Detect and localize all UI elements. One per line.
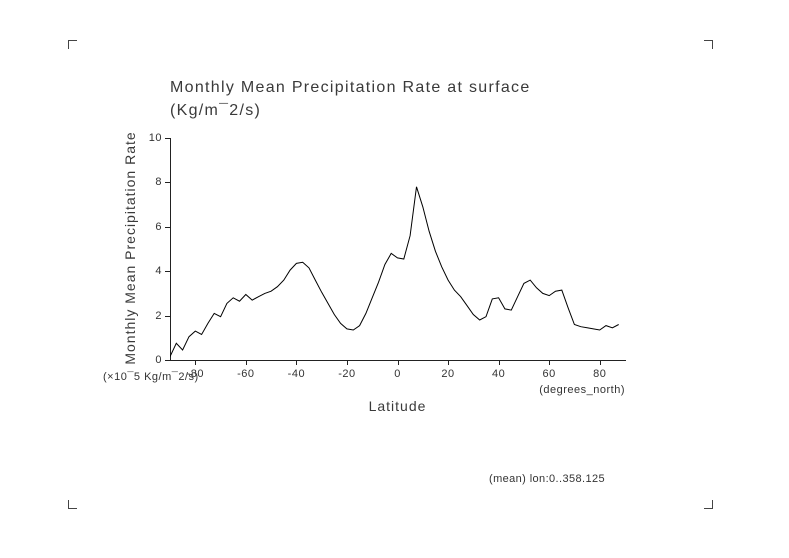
y-tick-label: 10 <box>148 132 162 144</box>
x-tick-label: 60 <box>542 368 556 380</box>
x-tick-mark <box>397 360 399 365</box>
y-tick-mark <box>165 182 170 184</box>
corner-mark-top-right <box>704 40 713 49</box>
x-tick-mark <box>549 360 551 365</box>
corner-mark-bottom-left <box>68 500 77 509</box>
y-tick-label: 4 <box>155 265 162 278</box>
y-tick-mark <box>165 138 170 139</box>
y-tick-mark <box>165 315 170 317</box>
y-tick-mark <box>165 360 170 361</box>
y-tick-label: 8 <box>155 176 162 189</box>
x-axis-units-note: (degrees_north) <box>539 384 625 396</box>
x-tick-mark <box>448 360 450 365</box>
data-line <box>170 186 619 357</box>
x-tick-mark <box>599 360 601 365</box>
x-tick-label: -40 <box>287 368 306 380</box>
y-tick-label: 0 <box>155 354 162 366</box>
x-tick-label: 80 <box>593 368 607 380</box>
y-tick-mark <box>165 226 170 228</box>
x-tick-label: 40 <box>491 368 506 380</box>
chart: 0 2 4 6 8 10 -80 -60 -40 -20 0 20 40 60 80 <box>149 132 626 380</box>
mean-lon-note: (mean) lon:0..358.125 <box>489 473 606 485</box>
chart-title-line1: Monthly Mean Precipitation Rate at surfa… <box>170 79 531 96</box>
y-axis-units-note: (×10¯5 Kg/m¯2/s) <box>103 371 199 383</box>
corner-mark-top-left <box>68 40 77 49</box>
y-tick-label: 6 <box>155 220 162 233</box>
x-tick-mark <box>245 360 247 365</box>
x-tick-label: 0 <box>394 368 401 380</box>
x-tick-label: -80 <box>186 368 204 380</box>
chart-title-line2: (Kg/m¯2/s) <box>170 102 262 119</box>
x-tick-label: 20 <box>441 368 455 380</box>
y-axis-title: Monthly Mean Precipitation Rate <box>122 131 138 365</box>
x-tick-mark <box>296 360 298 365</box>
x-tick-label: -20 <box>338 368 356 380</box>
x-tick-label: -60 <box>237 368 255 380</box>
x-tick-mark <box>498 360 500 365</box>
precipitation-line-plot <box>170 186 619 357</box>
x-tick-mark <box>195 360 197 365</box>
y-tick-label: 2 <box>155 309 162 322</box>
x-axis-title: Latitude <box>368 398 427 414</box>
x-tick-mark <box>346 360 348 365</box>
y-tick-mark <box>165 271 170 273</box>
corner-mark-bottom-right <box>704 500 713 509</box>
